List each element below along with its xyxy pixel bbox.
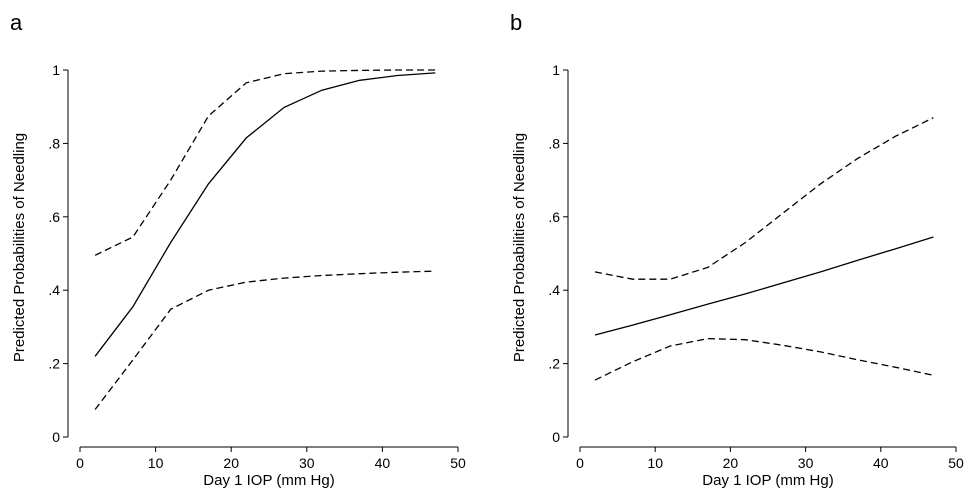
x-tick-label: 40: [375, 455, 391, 471]
y-tick-label: 1: [52, 62, 60, 78]
y-tick-label: .4: [548, 282, 560, 298]
y-tick-label: .6: [48, 209, 60, 225]
x-tick-label: 10: [148, 455, 164, 471]
prediction-line: [94, 72, 436, 357]
y-tick-label: .6: [548, 209, 560, 225]
y-tick-label: .8: [548, 135, 560, 151]
y-axis-title: Predicted Probabilities of Needling: [511, 133, 528, 362]
lower-ci-line: [594, 337, 934, 381]
y-tick-label: .8: [48, 135, 60, 151]
lower-ci-line: [94, 270, 436, 410]
upper-ci-line: [94, 69, 436, 256]
x-tick-label: 40: [873, 455, 889, 471]
x-tick-label: 10: [647, 455, 663, 471]
x-tick-label: 0: [576, 455, 584, 471]
y-tick-label: .2: [48, 356, 60, 372]
x-tick-label: 30: [299, 455, 315, 471]
x-tick-label: 50: [948, 455, 964, 471]
x-tick-label: 0: [76, 455, 84, 471]
y-tick-label: 1: [552, 62, 560, 78]
prediction-line: [594, 236, 934, 336]
x-tick-label: 20: [223, 455, 239, 471]
y-tick-label: .4: [48, 282, 60, 298]
y-tick-label: 0: [552, 429, 560, 445]
x-tick-label: 20: [723, 455, 739, 471]
y-tick-label: 0: [52, 429, 60, 445]
x-tick-label: 30: [798, 455, 814, 471]
upper-ci-line: [594, 117, 934, 280]
y-tick-label: .2: [548, 356, 560, 372]
y-axis-title: Predicted Probabilities of Needling: [11, 133, 28, 362]
x-tick-label: 50: [450, 455, 466, 471]
x-axis-title: Day 1 IOP (mm Hg): [203, 472, 334, 489]
panel-letter: a: [10, 10, 23, 35]
x-axis-title: Day 1 IOP (mm Hg): [702, 472, 833, 489]
panel-letter: b: [510, 10, 522, 35]
